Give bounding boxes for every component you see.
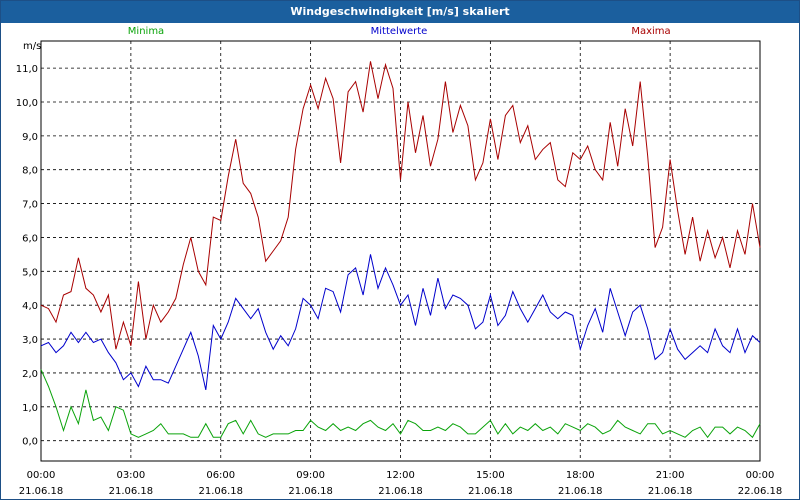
y-tick-label: 4,0: [22, 301, 38, 312]
y-tick-label: 5,0: [22, 267, 38, 278]
x-tick-time: 00:00: [27, 470, 56, 481]
y-tick-label: 1,0: [22, 403, 38, 414]
y-tick-label: 7,0: [22, 200, 38, 211]
series-line-maxima: [40, 61, 761, 350]
y-axis-label: m/s: [23, 41, 41, 52]
x-tick-date: 22.06.18: [738, 486, 783, 497]
y-tick-label: 8,0: [22, 166, 38, 177]
x-tick-time: 00:00: [746, 470, 775, 481]
x-tick-time: 15:00: [476, 470, 505, 481]
series-lines: [40, 61, 761, 439]
x-tick-time: 12:00: [386, 470, 415, 481]
y-tick-label: 3,0: [22, 335, 38, 346]
x-axis-ticks: 00:00 21.06.18 03:00 21.06.18 06:00 21.06.18 0…: [19, 470, 783, 497]
grid-lines: [41, 41, 760, 461]
series-line-minima: [40, 369, 761, 439]
x-tick-time: 09:00: [296, 470, 325, 481]
x-tick-date: 21.06.18: [378, 486, 423, 497]
x-tick-date: 21.06.18: [468, 486, 513, 497]
y-axis-ticks: 0,0 1,0 2,0 3,0 4,0 5,0 6,0 7,0 8,0 9,0 10,0 11,0: [16, 64, 38, 448]
series-line-mittelwerte: [40, 254, 761, 391]
y-tick-label: 11,0: [16, 64, 38, 75]
y-tick-label: 9,0: [22, 132, 38, 143]
y-tick-label: 2,0: [22, 369, 38, 380]
x-tick-date: 21.06.18: [558, 486, 603, 497]
x-tick-date: 21.06.18: [19, 486, 64, 497]
x-tick-date: 21.06.18: [288, 486, 333, 497]
x-tick-time: 18:00: [566, 470, 595, 481]
legend-minima: Minima: [128, 26, 164, 37]
x-tick-date: 21.06.18: [109, 486, 154, 497]
x-tick-date: 21.06.18: [648, 486, 693, 497]
legend-maxima: Maxima: [631, 26, 670, 37]
chart-title: Windgeschwindigkeit [m/s] skaliert: [1, 1, 799, 23]
y-tick-label: 0,0: [22, 437, 38, 448]
x-tick-date: 21.06.18: [198, 486, 243, 497]
x-tick-time: 03:00: [116, 470, 145, 481]
x-tick-time: 06:00: [206, 470, 235, 481]
y-tick-label: 10,0: [16, 98, 38, 109]
x-tick-time: 21:00: [656, 470, 685, 481]
legend-mittelwerte: Mittelwerte: [371, 26, 428, 37]
y-tick-label: 6,0: [22, 233, 38, 244]
